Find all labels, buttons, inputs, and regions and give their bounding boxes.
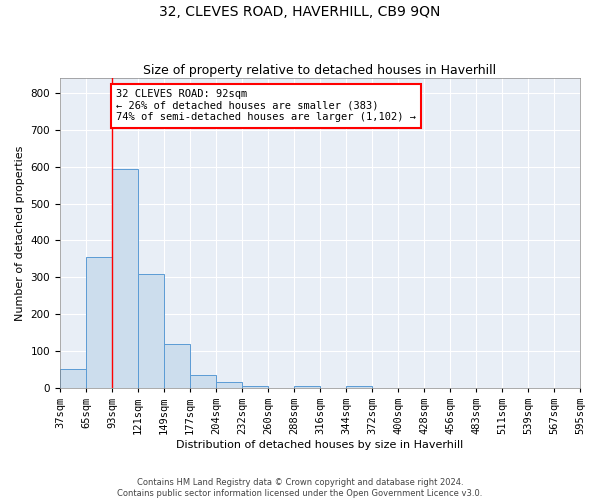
Bar bbox=[138, 274, 164, 388]
Text: Contains HM Land Registry data © Crown copyright and database right 2024.
Contai: Contains HM Land Registry data © Crown c… bbox=[118, 478, 482, 498]
Y-axis label: Number of detached properties: Number of detached properties bbox=[15, 146, 25, 320]
Bar bbox=[190, 375, 216, 388]
Bar bbox=[346, 386, 372, 388]
X-axis label: Distribution of detached houses by size in Haverhill: Distribution of detached houses by size … bbox=[176, 440, 464, 450]
Bar bbox=[60, 370, 86, 388]
Bar bbox=[164, 344, 190, 388]
Bar bbox=[294, 386, 320, 388]
Text: 32 CLEVES ROAD: 92sqm
← 26% of detached houses are smaller (383)
74% of semi-det: 32 CLEVES ROAD: 92sqm ← 26% of detached … bbox=[116, 89, 416, 122]
Bar bbox=[86, 257, 112, 388]
Bar bbox=[112, 168, 138, 388]
Bar bbox=[216, 382, 242, 388]
Bar bbox=[242, 386, 268, 388]
Title: Size of property relative to detached houses in Haverhill: Size of property relative to detached ho… bbox=[143, 64, 497, 77]
Text: 32, CLEVES ROAD, HAVERHILL, CB9 9QN: 32, CLEVES ROAD, HAVERHILL, CB9 9QN bbox=[160, 5, 440, 19]
